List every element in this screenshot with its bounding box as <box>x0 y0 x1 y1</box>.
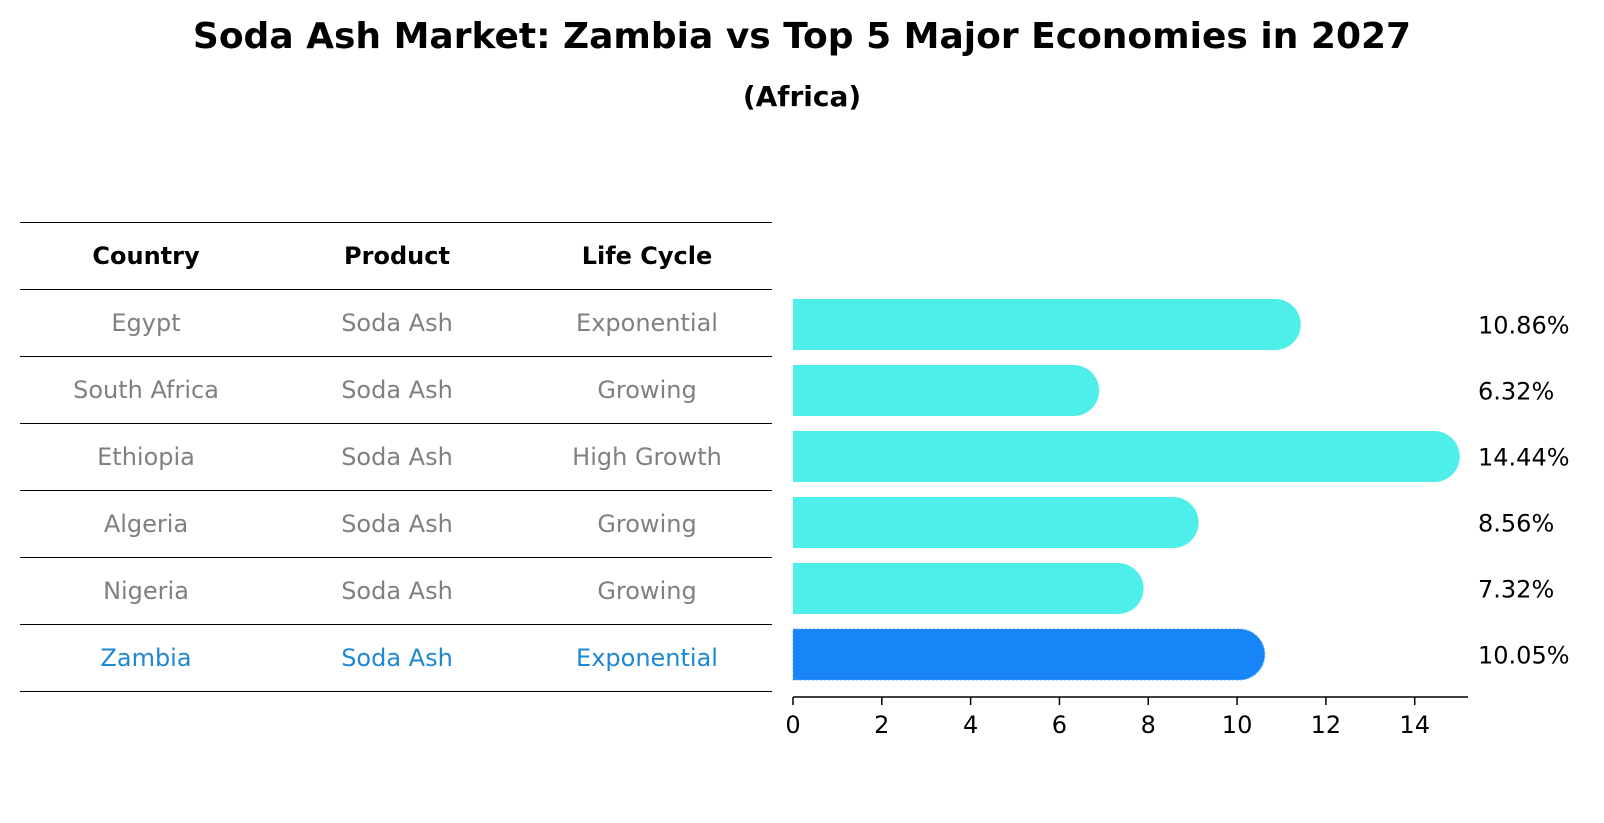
bar <box>793 497 1199 548</box>
x-tick-label: 6 <box>1052 711 1067 739</box>
cell-life-cycle: Growing <box>597 577 697 605</box>
cell-product: Soda Ash <box>341 443 453 471</box>
cell-product: Soda Ash <box>341 376 453 404</box>
cell-product: Soda Ash <box>341 644 453 672</box>
x-tick-label: 4 <box>963 711 978 739</box>
data-label: 14.44% <box>1478 444 1570 472</box>
x-tick-label: 14 <box>1399 711 1430 739</box>
cell-life-cycle: Growing <box>597 510 697 538</box>
table-row: South Africa Soda Ash Growing <box>20 357 772 424</box>
cell-country: Algeria <box>103 510 189 538</box>
bar <box>793 431 1460 482</box>
x-tick-label: 10 <box>1222 711 1253 739</box>
cell-life-cycle: Exponential <box>576 309 718 337</box>
chart-subtitle: (Africa) <box>742 80 862 113</box>
data-label: 7.32% <box>1478 576 1554 604</box>
header-country: Country <box>92 242 200 270</box>
data-label: 8.56% <box>1478 510 1554 538</box>
cell-country: Ethiopia <box>97 443 195 471</box>
table-row-highlighted: Zambia Soda Ash Exponential <box>20 625 772 692</box>
data-table: Country Product Life Cycle Egypt Soda As… <box>20 222 772 692</box>
table-header-row: Country Product Life Cycle <box>20 222 772 290</box>
cell-life-cycle: Exponential <box>576 644 718 672</box>
data-label: 10.86% <box>1478 312 1570 340</box>
cell-product: Soda Ash <box>341 577 453 605</box>
header-life-cycle: Life Cycle <box>581 242 713 270</box>
header-product: Product <box>344 242 450 270</box>
data-label: 10.05% <box>1478 642 1570 670</box>
bar-highlighted <box>792 628 1266 681</box>
bar <box>793 563 1144 614</box>
x-tick-label: 12 <box>1311 711 1342 739</box>
data-label: 6.32% <box>1478 378 1554 406</box>
cell-product: Soda Ash <box>341 309 453 337</box>
table-row: Ethiopia Soda Ash High Growth <box>20 424 772 491</box>
cell-country: Zambia <box>100 644 192 672</box>
cell-country: South Africa <box>73 376 219 404</box>
table-row: Egypt Soda Ash Exponential <box>20 290 772 357</box>
cell-country: Nigeria <box>103 577 189 605</box>
cell-life-cycle: Growing <box>597 376 697 404</box>
x-tick-label: 8 <box>1141 711 1156 739</box>
chart-title: Soda Ash Market: Zambia vs Top 5 Major E… <box>192 16 1412 57</box>
cell-product: Soda Ash <box>341 510 453 538</box>
bar <box>793 299 1301 350</box>
table-row: Algeria Soda Ash Growing <box>20 491 772 558</box>
x-tick-label: 0 <box>785 711 800 739</box>
cell-life-cycle: High Growth <box>572 443 722 471</box>
bar <box>793 365 1100 416</box>
cell-country: Egypt <box>111 309 181 337</box>
x-tick-label: 2 <box>874 711 889 739</box>
table-row: Nigeria Soda Ash Growing <box>20 558 772 625</box>
